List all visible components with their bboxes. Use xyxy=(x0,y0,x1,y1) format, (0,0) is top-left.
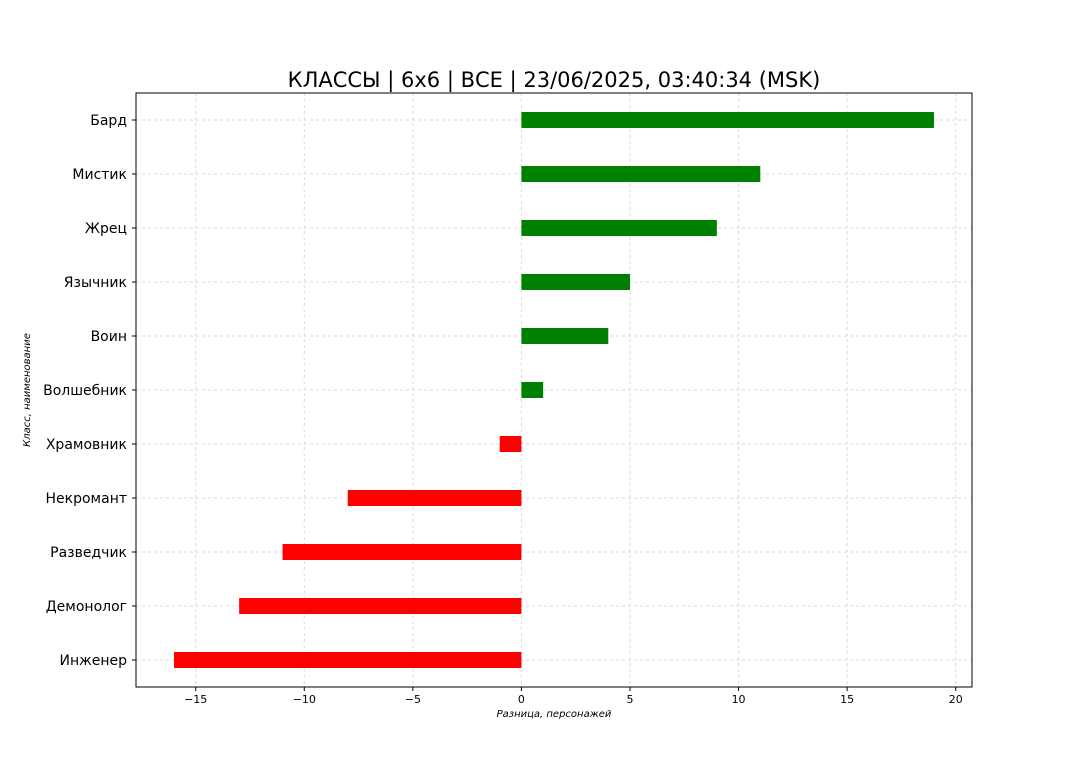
y-tick-label: Волшебник xyxy=(43,383,127,399)
y-tick-label: Язычник xyxy=(64,275,127,291)
grid-lines xyxy=(136,93,972,687)
y-tick-label: Жрец xyxy=(85,221,127,237)
x-axis-label: Разница, персонажей xyxy=(497,709,612,720)
y-tick-label: Демонолог xyxy=(46,599,127,615)
y-tick-label: Бард xyxy=(90,113,127,129)
x-tick-label: 20 xyxy=(949,693,963,706)
bar xyxy=(174,652,522,668)
bar xyxy=(521,166,761,182)
x-tick-label: 15 xyxy=(840,693,854,706)
bars xyxy=(174,112,934,668)
bar xyxy=(499,436,522,452)
bar xyxy=(521,274,630,290)
y-tick-label: Воин xyxy=(91,329,127,345)
x-tick-label: 10 xyxy=(732,693,746,706)
bar xyxy=(521,220,717,236)
bar xyxy=(282,544,522,560)
y-tick-label: Некромант xyxy=(46,491,128,507)
y-tick-label: Разведчик xyxy=(50,545,127,561)
y-tick-label: Храмовник xyxy=(46,437,127,453)
bar xyxy=(521,382,544,398)
y-tick-label: Инженер xyxy=(59,653,127,669)
chart-title: КЛАССЫ | 6х6 | ВСЕ | 23/06/2025, 03:40:3… xyxy=(288,68,821,93)
bar xyxy=(239,598,522,614)
x-ticks: −15 −10 −5 0 5 10 15 20 xyxy=(184,687,963,706)
bar xyxy=(521,328,609,344)
x-tick-label: −10 xyxy=(293,693,316,706)
bar xyxy=(521,112,934,128)
bar xyxy=(347,490,522,506)
y-tick-label: Мистик xyxy=(72,167,127,183)
x-tick-label: 0 xyxy=(518,693,525,706)
x-tick-label: −15 xyxy=(184,693,207,706)
x-tick-label: −5 xyxy=(405,693,421,706)
plot-frame xyxy=(135,92,973,688)
y-axis-label: Класс, наименование xyxy=(22,333,33,447)
x-tick-label: 5 xyxy=(627,693,634,706)
y-tick-labels: Бард Мистик Жрец Язычник Воин Волшебник Храмов… xyxy=(43,113,136,669)
